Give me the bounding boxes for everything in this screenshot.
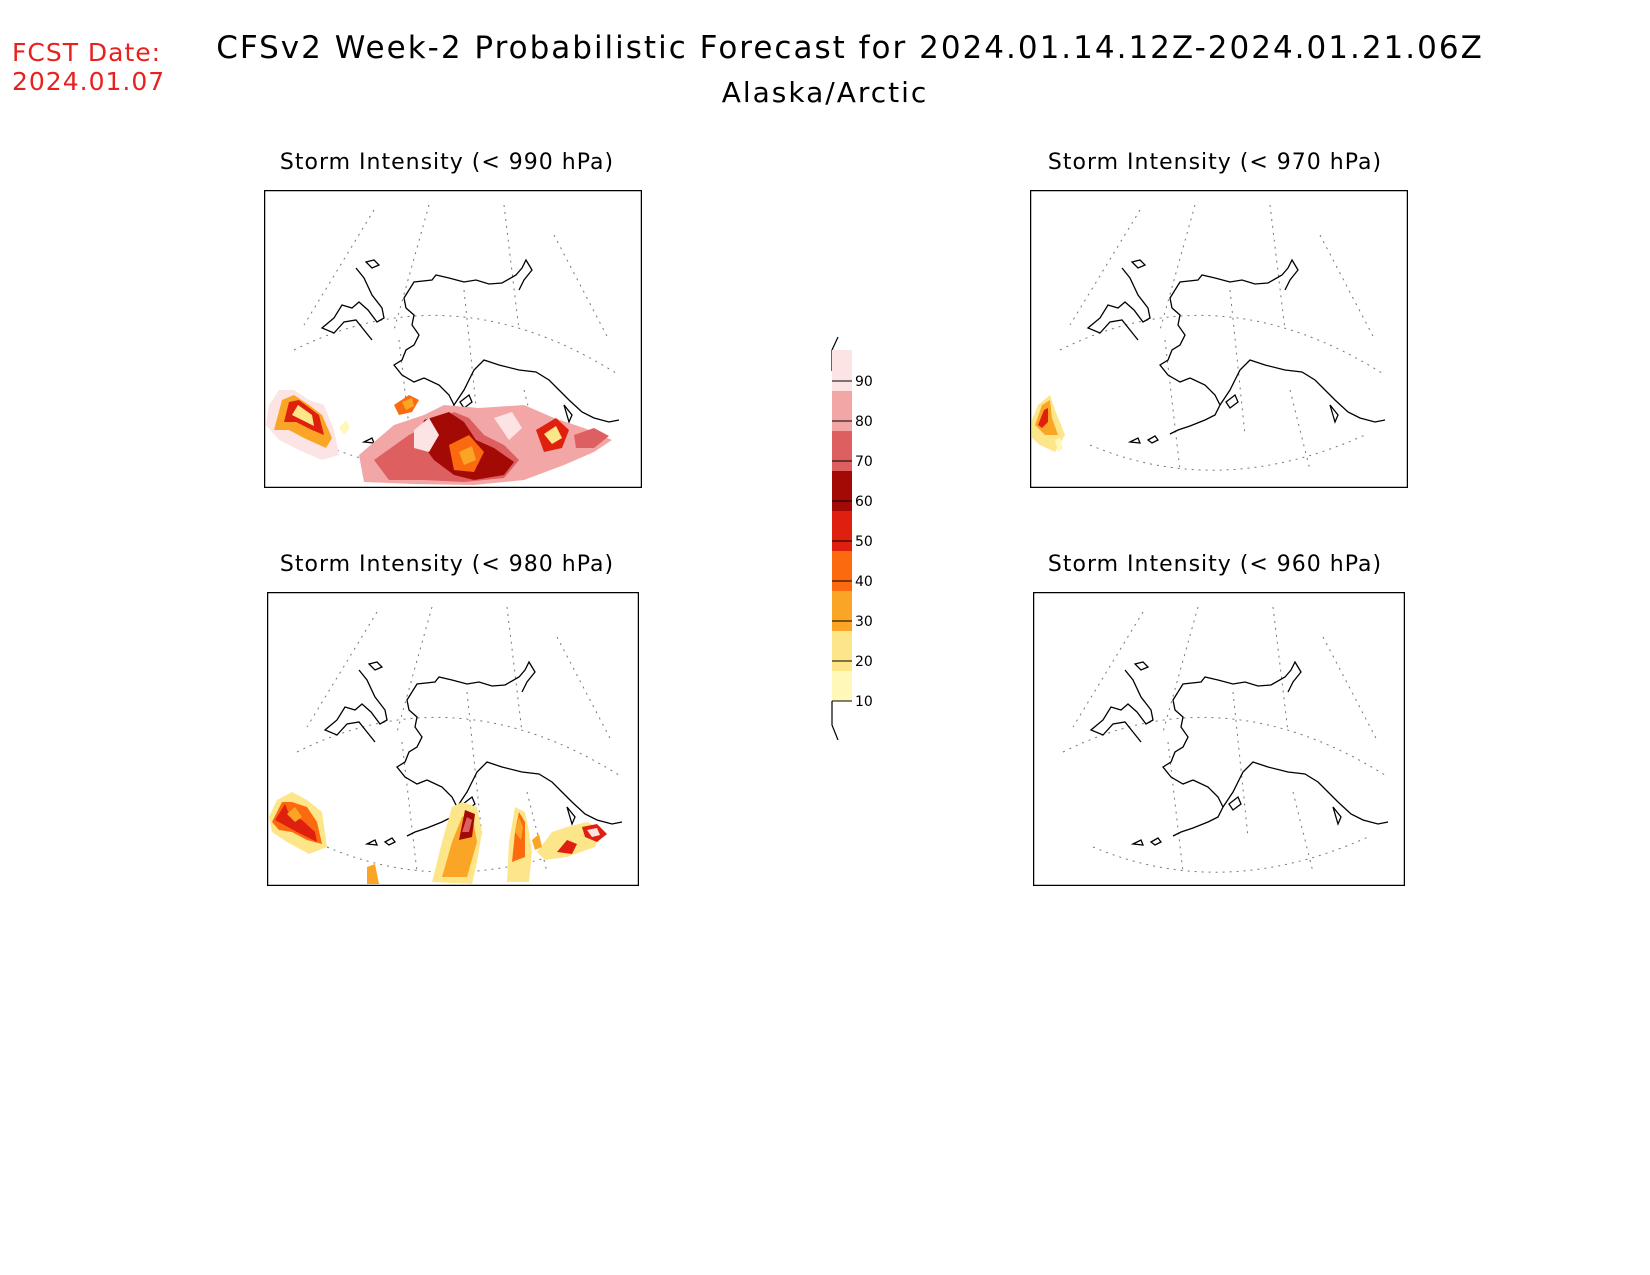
- colorbar-label: 60: [855, 494, 873, 510]
- colorbar-swatch: [832, 631, 852, 671]
- panel-title-960: Storm Intensity (< 960 hPa): [1047, 552, 1383, 577]
- fcst-label: FCST Date:: [12, 38, 162, 67]
- colorbar-label: 10: [855, 694, 873, 710]
- colorbar-label: 80: [855, 414, 873, 430]
- colorbar-swatch: [832, 471, 852, 511]
- colorbar-swatch: [832, 551, 852, 591]
- probability-shading-980: [269, 792, 607, 884]
- main-title: CFSv2 Week-2 Probabilistic Forecast for …: [216, 30, 1484, 66]
- colorbar-label: 90: [855, 374, 873, 390]
- colorbar-swatch: [832, 671, 852, 701]
- colorbar-label: 40: [855, 574, 873, 590]
- probability-shading-970: [1032, 395, 1065, 452]
- colorbar-swatch: [832, 591, 852, 631]
- forecast-date-label: FCST Date: 2024.01.07: [12, 38, 165, 96]
- colorbar-label: 20: [855, 654, 873, 670]
- panel-title-970: Storm Intensity (< 970 hPa): [1047, 150, 1383, 175]
- colorbar-label: 50: [855, 534, 873, 550]
- colorbar-swatch: [832, 391, 852, 431]
- probability-shading-990: [266, 390, 612, 485]
- colorbar-swatch: [832, 351, 852, 391]
- colorbar-label: 70: [855, 454, 873, 470]
- map-panel-970: [1030, 190, 1408, 488]
- map-panel-990: [264, 190, 642, 488]
- map-panel-980: [267, 592, 639, 886]
- colorbar-swatch: [832, 431, 852, 471]
- panel-title-990: Storm Intensity (< 990 hPa): [279, 150, 615, 175]
- colorbar-swatch: [832, 511, 852, 551]
- region-subtitle: Alaska/Arctic: [721, 76, 929, 109]
- fcst-date: 2024.01.07: [12, 67, 166, 96]
- panel-title-980: Storm Intensity (< 980 hPa): [279, 552, 615, 577]
- colorbar: 10 20 30 40 50 60 70 80 90: [831, 336, 873, 741]
- map-panel-960: [1033, 592, 1405, 886]
- colorbar-label: 30: [855, 614, 873, 630]
